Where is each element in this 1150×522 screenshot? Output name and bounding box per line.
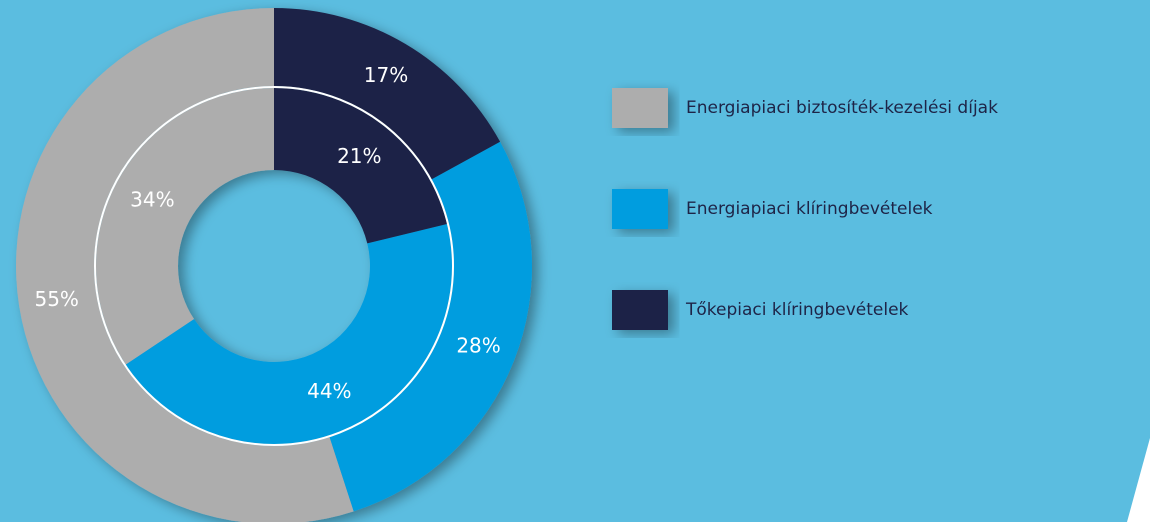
data-label: 55% [34,287,78,311]
legend-label: Energiapiaci klíringbevételek [686,199,933,219]
legend-swatch [612,290,668,330]
donut-segment [125,224,453,445]
legend-swatch [612,189,668,229]
legend: Energiapiaci biztosíték-kezelési díjak En… [612,88,998,330]
donut-segment [274,8,501,180]
labels: 55% 28% 17% 34% 44% 21% [34,63,501,446]
data-label: 21% [337,144,381,168]
donut-segment [274,88,447,244]
legend-label: Energiapiaci biztosíték-kezelési díjak [686,98,998,118]
data-label: 44% [307,379,351,403]
legend-swatch [612,88,668,128]
donut-segment [329,141,532,512]
legend-label: Tőkepiaci klíringbevételek [685,300,909,320]
decoration [1127,438,1150,522]
ring-divider [94,86,454,446]
donut-segment [16,8,354,522]
donut [16,8,532,522]
data-label: 34% [130,187,174,211]
donut-segment [95,88,274,365]
data-label: 28% [456,333,500,357]
data-label: 17% [364,63,408,87]
